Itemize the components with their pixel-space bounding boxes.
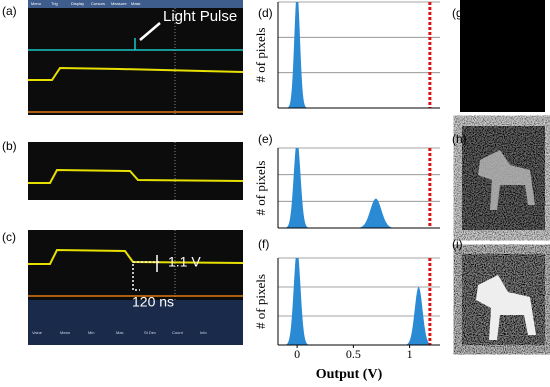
y-axis-label: # of pixels xyxy=(253,274,268,329)
panel-label: (d) xyxy=(258,6,273,20)
histogram xyxy=(283,148,398,228)
measure-header: St Dev xyxy=(144,330,156,335)
measure-header: Info xyxy=(200,330,207,335)
scope-c xyxy=(28,230,244,345)
measure-header: Mean xyxy=(60,330,70,335)
scope-b xyxy=(28,142,244,200)
menu-item: Cursors xyxy=(91,1,105,6)
panel-label: (e) xyxy=(258,132,273,146)
x-tick-label: 0.5 xyxy=(346,347,361,361)
histogram-peak xyxy=(283,258,311,345)
image-h xyxy=(462,126,545,230)
measure-header: Max xyxy=(116,330,124,335)
y-axis-label: # of pixels xyxy=(253,161,268,216)
measure-header: Count xyxy=(172,330,184,335)
image-g xyxy=(460,0,545,112)
y-axis-label: # of pixels xyxy=(253,28,268,83)
x-tick-label: 0 xyxy=(294,347,300,361)
histogram-peak xyxy=(285,2,309,108)
annotation: Light Pulse xyxy=(163,8,237,25)
panel-label: (g) xyxy=(452,6,467,20)
scope-a xyxy=(28,0,244,115)
menu-item: Measure xyxy=(111,1,127,6)
histogram xyxy=(283,258,434,345)
histogram-peak xyxy=(402,287,434,345)
panel-label: (a) xyxy=(2,4,17,18)
panel-label: (i) xyxy=(452,237,463,251)
image-i xyxy=(462,254,545,345)
menu-item: Trig xyxy=(51,1,58,6)
menu-item: Menu xyxy=(31,1,41,6)
menu-item: Display xyxy=(71,1,84,6)
histogram-peak xyxy=(353,198,398,228)
histogram-peak xyxy=(283,148,311,228)
panel-label: (f) xyxy=(258,237,269,251)
measure-header: Value xyxy=(32,330,43,335)
menu-item: Mask xyxy=(131,1,141,6)
panel-label: (c) xyxy=(2,230,16,244)
x-axis-label: Output (V) xyxy=(316,367,383,382)
annotation: 120 ns xyxy=(132,294,174,310)
measure-header: Min xyxy=(88,330,94,335)
histogram xyxy=(285,2,309,108)
panel-label: (b) xyxy=(2,139,17,153)
annotation: 1.1 V xyxy=(168,254,201,270)
x-tick-label: 1 xyxy=(407,347,413,361)
panel-label: (h) xyxy=(452,132,467,146)
